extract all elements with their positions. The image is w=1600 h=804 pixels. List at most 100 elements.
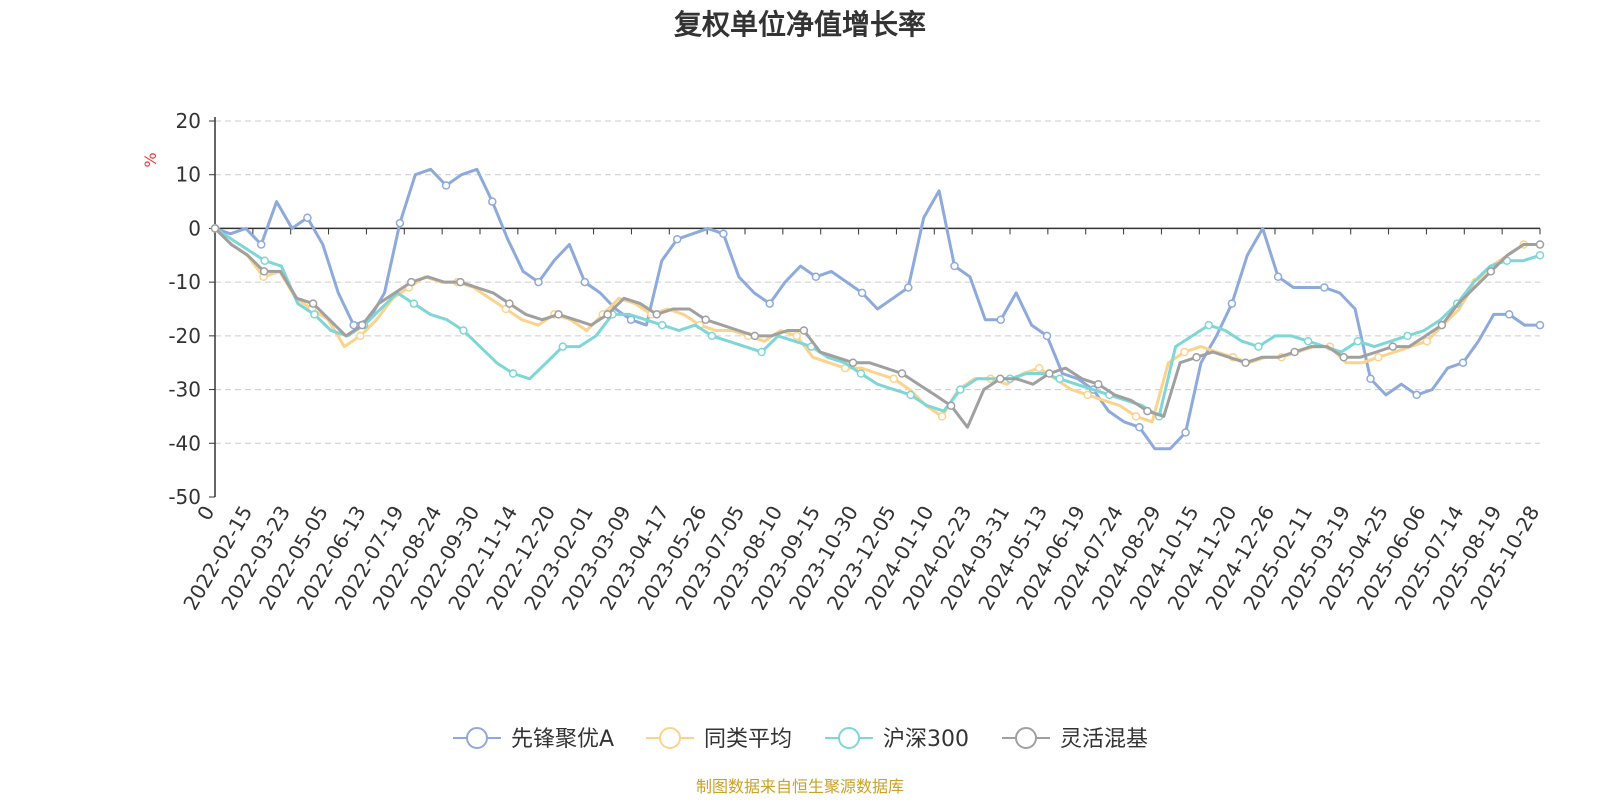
data-point [1290, 347, 1299, 357]
data-point [657, 320, 667, 330]
data-point [1458, 358, 1468, 367]
data-point [1094, 379, 1103, 389]
data-point [1388, 342, 1398, 351]
y-tick-label: -40 [168, 431, 201, 455]
series-line-0 [214, 167, 1540, 451]
data-point [1143, 406, 1152, 416]
data-point [857, 288, 867, 298]
data-point [701, 315, 710, 324]
y-tick-label: 20 [176, 109, 201, 133]
legend-marker [1015, 727, 1037, 749]
data-point [1055, 374, 1064, 384]
data-point [1303, 336, 1313, 346]
data-point [906, 390, 915, 400]
chart-title: 复权单位净值增长率 [674, 8, 926, 41]
data-point [811, 272, 821, 282]
data-point [1045, 369, 1054, 378]
data-point [1437, 320, 1447, 330]
data-point [256, 240, 266, 249]
legend-marker [838, 727, 860, 749]
data-point [1403, 331, 1412, 341]
y-tick-label: 0 [188, 216, 201, 240]
data-point [459, 326, 468, 335]
data-point [1353, 336, 1363, 346]
data-point [765, 299, 774, 308]
data-point [1227, 299, 1237, 308]
data-point [1374, 353, 1383, 362]
data-point [1241, 358, 1250, 367]
data-point [580, 277, 590, 287]
data-point [1042, 331, 1052, 341]
data-point [757, 347, 766, 357]
data-point [848, 358, 858, 367]
data-point [995, 374, 1005, 384]
data-point [1412, 390, 1421, 400]
data-point [672, 234, 682, 244]
legend-item-1[interactable]: 同类平均 [646, 727, 792, 752]
data-point [409, 299, 419, 308]
data-point [534, 277, 543, 287]
x-tick-label: 0 [192, 502, 219, 525]
data-point [1181, 428, 1190, 437]
data-point [707, 331, 717, 341]
data-point [719, 229, 728, 239]
series-line-1 [213, 227, 1540, 424]
legend-marker [466, 727, 488, 749]
data-point [1504, 310, 1514, 319]
data-point [1486, 267, 1496, 276]
data-point [1320, 283, 1329, 292]
data-point [356, 331, 365, 341]
data-point [456, 277, 465, 287]
data-point [259, 267, 269, 276]
legend-marker [659, 727, 681, 749]
data-point [856, 369, 866, 378]
data-point [956, 385, 965, 394]
data-point [1339, 353, 1348, 362]
data-point [1135, 422, 1144, 432]
data-point [1180, 347, 1189, 357]
data-point [603, 310, 612, 319]
data-point [950, 261, 959, 271]
series-line-2 [214, 227, 1541, 418]
data-point [996, 315, 1006, 324]
data-point [558, 342, 568, 351]
legend-item-2[interactable]: 沪深300 [825, 727, 969, 752]
data-point [407, 277, 416, 287]
data-point [441, 181, 451, 190]
data-point [1273, 272, 1283, 282]
data-point [210, 224, 220, 233]
data-point [1535, 251, 1545, 260]
legend-item-3[interactable]: 灵活混基 [1002, 727, 1148, 752]
data-point [1131, 412, 1141, 421]
data-point [889, 374, 898, 384]
data-point [554, 310, 563, 319]
data-point [1254, 342, 1263, 351]
data-point [904, 283, 913, 292]
y-axis-label: % [141, 152, 160, 167]
data-point [792, 331, 801, 341]
legend-item-0[interactable]: 先锋聚优A [453, 727, 614, 752]
legend-label: 同类平均 [704, 727, 792, 752]
data-point [897, 369, 907, 378]
data-point [308, 299, 318, 308]
legend-label: 先锋聚优A [511, 727, 614, 752]
y-tick-label: -20 [168, 324, 201, 348]
data-point [1192, 353, 1201, 362]
data-point [1422, 336, 1432, 346]
series-line-3 [213, 227, 1540, 429]
data-point [1535, 240, 1545, 249]
data-point [505, 299, 514, 308]
source-text: 制图数据来自恒生聚源数据库 [696, 777, 904, 796]
data-point [508, 369, 518, 378]
data-point [937, 412, 947, 421]
data-point [303, 213, 312, 222]
data-point [349, 320, 358, 330]
data-point [1535, 320, 1545, 330]
data-point [1366, 374, 1375, 384]
data-point [652, 310, 661, 319]
data-point [946, 401, 956, 410]
data-point [1204, 320, 1214, 330]
legend-label: 沪深300 [883, 727, 969, 752]
